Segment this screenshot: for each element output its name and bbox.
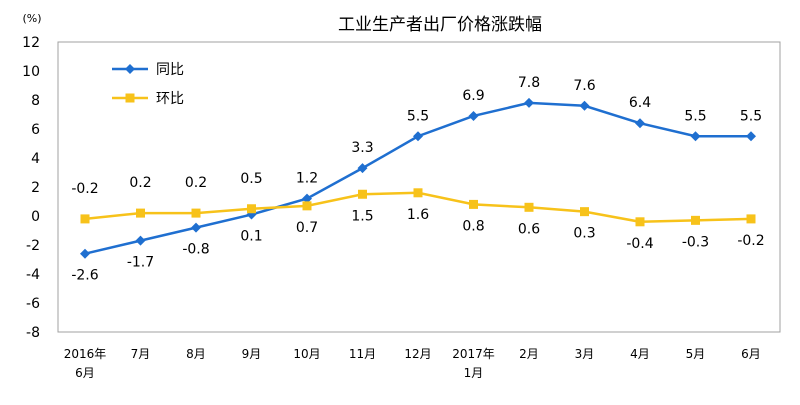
y-tick-label: -2	[26, 238, 40, 254]
x-tick-label: 3月	[575, 347, 595, 361]
data-point	[413, 188, 423, 198]
data-label-series-2: 1.6	[407, 207, 429, 223]
y-tick-label: -8	[26, 325, 40, 341]
data-label-series-2: 1.5	[351, 208, 373, 224]
data-point	[468, 110, 479, 121]
data-label-series-2: 0.8	[462, 218, 484, 234]
legend-label: 环比	[156, 91, 184, 107]
data-label-series-1: 7.6	[573, 78, 595, 94]
data-label-series-1: 5.5	[407, 108, 429, 124]
data-label-series-2: 0.3	[573, 226, 595, 242]
data-point	[247, 204, 256, 214]
data-point	[80, 214, 90, 224]
data-point	[469, 199, 478, 209]
data-point	[746, 214, 756, 224]
data-point	[357, 163, 368, 174]
data-point	[80, 248, 90, 259]
data-point	[302, 193, 312, 204]
data-label-series-1: 1.2	[296, 171, 318, 187]
x-tick-label: 2017年	[452, 347, 495, 361]
x-tick-label: 7月	[131, 347, 151, 361]
data-label-series-1: 6.4	[629, 95, 651, 111]
series-layer	[80, 97, 756, 259]
data-label-series-1: -0.8	[182, 242, 209, 258]
data-point	[191, 222, 201, 233]
series-2	[80, 188, 756, 227]
legend-item-2: 环比	[112, 91, 184, 107]
x-tick-label: 6月	[741, 347, 761, 361]
y-tick-label: 10	[22, 64, 40, 80]
data-point	[413, 131, 423, 142]
chart-title: 工业生产者出厂价格涨跌幅	[338, 15, 542, 35]
x-tick-label: 6月	[75, 366, 95, 380]
plot-area-border	[57, 41, 781, 333]
x-tick-label: 12月	[404, 347, 431, 361]
data-label-series-2: -0.4	[626, 236, 653, 252]
data-point	[136, 208, 145, 218]
x-axis-ticks: 2016年 6月 7月 8月 9月 10月 11月 12月 2017年 1月 2月 3月 4月 5月 6月	[64, 347, 761, 380]
data-label-series-1: 6.9	[462, 88, 484, 104]
data-point	[358, 189, 367, 199]
x-tick-label: 4月	[630, 347, 650, 361]
data-point	[690, 131, 701, 142]
data-point	[524, 202, 534, 212]
y-tick-label: -4	[26, 267, 40, 283]
data-point	[580, 207, 589, 217]
data-label-series-2: 0.7	[296, 220, 318, 236]
data-point	[635, 118, 645, 129]
data-label-series-2: 0.6	[518, 221, 540, 237]
data-point	[135, 235, 146, 246]
y-axis-unit: (%)	[22, 12, 41, 25]
legend-item-1: 同比	[112, 62, 184, 78]
data-label-series-1: -2.6	[71, 268, 98, 284]
data-label-series-1: 5.5	[684, 108, 706, 124]
data-label-series-1: 5.5	[740, 108, 762, 124]
data-point	[524, 97, 534, 108]
legend-marker	[125, 64, 135, 74]
x-tick-label: 5月	[686, 347, 706, 361]
y-tick-label: 2	[31, 180, 40, 196]
x-tick-label: 8月	[186, 347, 206, 361]
x-tick-label: 2月	[519, 347, 539, 361]
legend-label: 同比	[156, 62, 184, 78]
x-tick-label: 11月	[349, 347, 376, 361]
x-tick-label: 10月	[293, 347, 320, 361]
data-label-series-2: 0.2	[185, 175, 207, 191]
y-tick-label: 6	[31, 122, 40, 138]
y-tick-label: 4	[31, 151, 40, 167]
data-labels-layer: -2.6 -1.7 -0.8 0.1 1.2 3.3 5.5 6.9 7.8 7.6 6.4 5.5 5…	[71, 75, 764, 284]
data-point	[191, 208, 201, 218]
data-label-series-2: -0.3	[682, 234, 709, 250]
data-label-series-1: 0.1	[240, 229, 262, 245]
y-axis-ticks: 12 10 8 6 4 2 0 -2 -4 -6 -8	[22, 35, 40, 341]
data-label-series-2: 0.2	[129, 175, 151, 191]
y-tick-label: 8	[31, 93, 40, 109]
legend-marker	[125, 93, 135, 103]
y-tick-label: -6	[26, 296, 40, 312]
y-tick-label: 0	[31, 209, 40, 225]
x-tick-label: 9月	[242, 347, 262, 361]
y-tick-label: 12	[22, 35, 40, 51]
series-1	[80, 97, 756, 259]
data-point	[635, 217, 645, 227]
x-tick-label: 2016年	[64, 347, 107, 361]
x-tick-label: 1月	[464, 366, 484, 380]
data-point	[302, 201, 312, 211]
data-label-series-2: -0.2	[737, 233, 764, 249]
data-label-series-1: -1.7	[127, 255, 154, 271]
data-label-series-2: 0.5	[240, 171, 262, 187]
data-point	[579, 100, 590, 111]
data-point	[691, 215, 700, 225]
data-label-series-1: 3.3	[351, 140, 373, 156]
data-point	[746, 131, 756, 142]
data-label-series-1: 7.8	[518, 75, 540, 91]
data-label-series-2: -0.2	[71, 181, 98, 197]
